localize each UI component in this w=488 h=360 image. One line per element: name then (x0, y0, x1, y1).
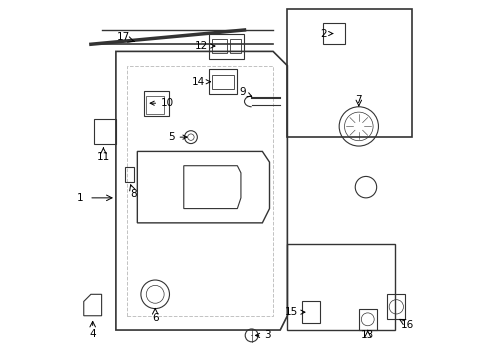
Text: 7: 7 (355, 95, 362, 105)
Text: 14: 14 (191, 77, 210, 87)
Text: 11: 11 (97, 152, 110, 162)
Bar (386, 294, 405, 319)
Bar (212, 39, 226, 53)
Text: 1: 1 (77, 193, 83, 203)
Bar (323, 23, 344, 44)
Bar (208, 33, 244, 59)
Text: 12: 12 (195, 41, 214, 51)
Text: 17: 17 (116, 32, 129, 42)
Text: 8: 8 (130, 189, 137, 199)
Bar (301, 301, 319, 323)
Text: 2: 2 (319, 28, 332, 39)
Bar (124, 167, 134, 182)
Text: 13: 13 (360, 330, 374, 341)
Text: 10: 10 (150, 98, 174, 108)
Bar (230, 39, 241, 53)
Text: 4: 4 (89, 329, 96, 339)
Text: 6: 6 (152, 312, 158, 323)
Bar (144, 91, 169, 116)
Bar (208, 69, 237, 94)
Text: 3: 3 (255, 330, 270, 341)
Text: 16: 16 (400, 320, 413, 330)
Bar (146, 96, 164, 114)
Text: 9: 9 (239, 87, 251, 98)
Text: 15: 15 (284, 307, 305, 317)
Text: 5: 5 (167, 132, 187, 142)
Bar (358, 309, 376, 330)
Bar (212, 75, 233, 89)
